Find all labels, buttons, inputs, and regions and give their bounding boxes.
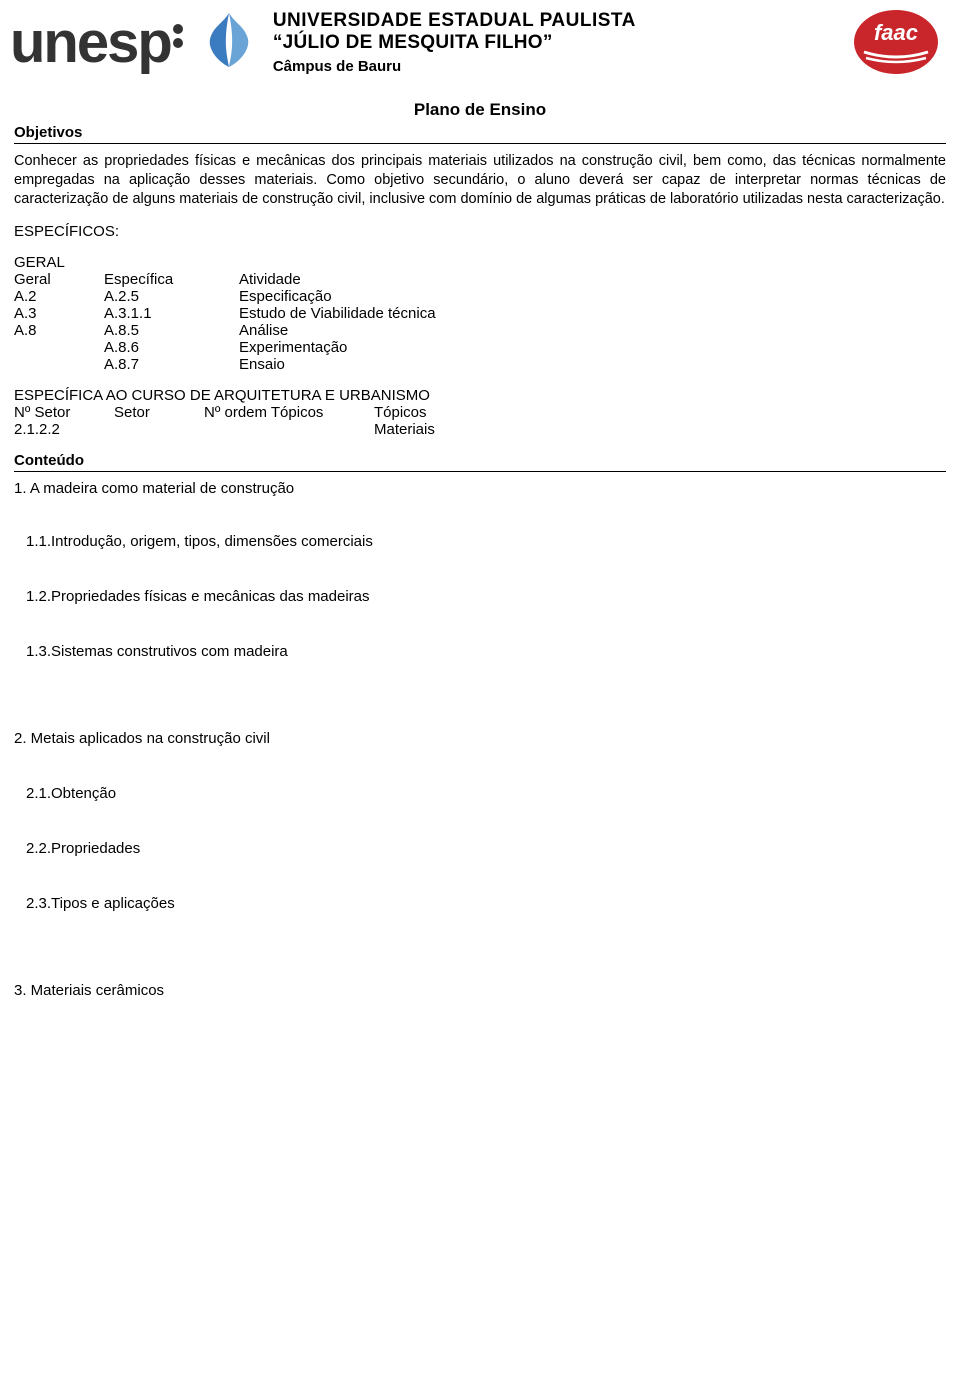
unesp-logo-text: unesp xyxy=(10,9,171,76)
table-row: Geral Específica Atividade xyxy=(14,271,946,288)
cell: Materiais xyxy=(374,421,946,438)
curso-table: ESPECÍFICA AO CURSO DE ARQUITETURA E URB… xyxy=(14,387,946,438)
list-item: 2.3.Tipos e aplicações xyxy=(26,895,946,912)
university-name-line2: “JÚLIO DE MESQUITA FILHO” xyxy=(273,32,834,54)
especificos-label: ESPECÍFICOS: xyxy=(14,223,946,240)
list-item: 2.2.Propriedades xyxy=(26,840,946,857)
cell: Experimentação xyxy=(239,339,946,356)
cell xyxy=(114,421,204,438)
table-row: 2.1.2.2 Materiais xyxy=(14,421,946,438)
th-ordem: Nº ordem Tópicos xyxy=(204,404,374,421)
header-banner: unesp UNIVERSIDADE ESTADUAL PAULISTA “JÚ… xyxy=(0,0,960,86)
th-nsetor: Nº Setor xyxy=(14,404,114,421)
table-row: A.8 A.8.5 Análise xyxy=(14,322,946,339)
cell: 2.1.2.2 xyxy=(14,421,114,438)
table-row: Nº Setor Setor Nº ordem Tópicos Tópicos xyxy=(14,404,946,421)
objetivos-paragraph: Conhecer as propriedades físicas e mecân… xyxy=(14,152,946,209)
th-topicos: Tópicos xyxy=(374,404,946,421)
cell: Análise xyxy=(239,322,946,339)
faac-logo: faac xyxy=(852,8,940,76)
cell: A.8 xyxy=(14,322,104,339)
th-geral: Geral xyxy=(14,271,104,288)
document-title: Plano de Ensino xyxy=(14,100,946,120)
list-item: 1.3.Sistemas construtivos com madeira xyxy=(26,643,946,660)
cell: A.2.5 xyxy=(104,288,239,305)
cell xyxy=(14,356,104,373)
list-item: 2. Metais aplicados na construção civil xyxy=(14,730,946,747)
th-atividade: Atividade xyxy=(239,271,946,288)
table-row: A.8.6 Experimentação xyxy=(14,339,946,356)
especifica-curso-label: ESPECÍFICA AO CURSO DE ARQUITETURA E URB… xyxy=(14,387,946,404)
cell: A.8.6 xyxy=(104,339,239,356)
list-item: 1. A madeira como material de construção xyxy=(14,480,946,497)
table-row: A.8.7 Ensaio xyxy=(14,356,946,373)
cell: A.8.7 xyxy=(104,356,239,373)
faac-logo-text: faac xyxy=(874,20,918,45)
table-row: A.2 A.2.5 Especificação xyxy=(14,288,946,305)
unesp-logo: unesp xyxy=(10,9,185,76)
leaf-icon xyxy=(203,11,255,73)
cell xyxy=(14,339,104,356)
document-body: Plano de Ensino Objetivos Conhecer as pr… xyxy=(0,86,960,1013)
list-item: 1.1.Introdução, origem, tipos, dimensões… xyxy=(26,533,946,550)
cell: Estudo de Viabilidade técnica xyxy=(239,305,946,322)
geral-label: GERAL xyxy=(14,254,946,271)
cell xyxy=(204,421,374,438)
cell: Ensaio xyxy=(239,356,946,373)
th-setor: Setor xyxy=(114,404,204,421)
cell: A.3 xyxy=(14,305,104,322)
cell: A.3.1.1 xyxy=(104,305,239,322)
table-row: A.3 A.3.1.1 Estudo de Viabilidade técnic… xyxy=(14,305,946,322)
unesp-logo-dots-icon xyxy=(173,24,183,48)
cell: A.8.5 xyxy=(104,322,239,339)
cell: Especificação xyxy=(239,288,946,305)
section-heading-objetivos: Objetivos xyxy=(14,124,946,144)
section-heading-conteudo: Conteúdo xyxy=(14,452,946,472)
list-item: 3. Materiais cerâmicos xyxy=(14,982,946,999)
geral-table: GERAL Geral Específica Atividade A.2 A.2… xyxy=(14,254,946,373)
university-name-block: UNIVERSIDADE ESTADUAL PAULISTA “JÚLIO DE… xyxy=(273,10,834,75)
list-item: 1.2.Propriedades físicas e mecânicas das… xyxy=(26,588,946,605)
university-name-line1: UNIVERSIDADE ESTADUAL PAULISTA xyxy=(273,10,834,32)
th-especifica: Específica xyxy=(104,271,239,288)
list-item: 2.1.Obtenção xyxy=(26,785,946,802)
campus-name: Câmpus de Bauru xyxy=(273,58,834,75)
cell: A.2 xyxy=(14,288,104,305)
